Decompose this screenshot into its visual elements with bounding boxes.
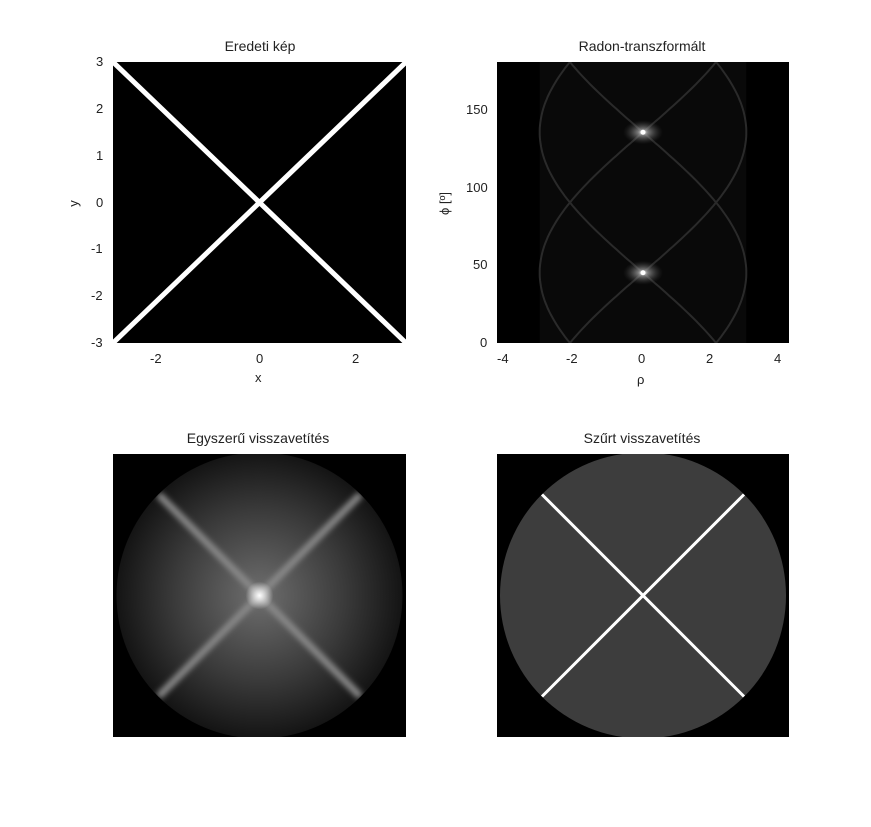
panel1-ytick: -2	[91, 288, 103, 303]
panel4-line-2	[540, 493, 746, 698]
panel3-title: Egyszerű visszavetítés	[186, 430, 330, 446]
panel1-line-2	[113, 62, 406, 343]
panel4-title: Szűrt visszavetítés	[583, 430, 701, 446]
panel2-ylabel: ϕ [º]	[436, 192, 452, 215]
panel2-sinogram-curve-mirror-2	[569, 62, 748, 343]
panel1-image	[113, 62, 406, 343]
panel2-plot-area	[497, 62, 789, 343]
panel2-sinogram-curve-2	[538, 62, 717, 343]
panel2-support	[539, 62, 747, 343]
panel3-center-peak	[245, 581, 274, 610]
panel2-peak-1	[640, 270, 646, 276]
panel2-xtick: 4	[774, 351, 782, 366]
panel3-image	[113, 454, 406, 737]
panel2-title: Radon-transzformált	[578, 38, 706, 54]
panel1-ytick: -3	[91, 335, 103, 350]
panel1-xtick: 2	[352, 351, 360, 366]
panel2-xtick: -4	[497, 351, 509, 366]
panel1-ytick: 0	[96, 195, 104, 210]
panel2-image	[497, 62, 789, 343]
panel2-ytick: 0	[480, 335, 488, 350]
panel1-xlabel: x	[255, 370, 262, 385]
panel2-xtick: 2	[706, 351, 714, 366]
panel2-xlabel: ρ	[637, 372, 645, 387]
panel2-ytick: 100	[466, 180, 488, 195]
panel2-ytick: 150	[466, 102, 488, 117]
panel1-ytick: 2	[96, 101, 104, 116]
panel2-peak-2	[640, 129, 646, 135]
panel4-image	[497, 454, 789, 737]
panel1-ytick: 3	[96, 54, 104, 69]
panel1-title: Eredeti kép	[224, 38, 296, 54]
panel1-xtick: -2	[150, 351, 162, 366]
panel1-xtick: 0	[256, 351, 264, 366]
panel1-ylabel: y	[65, 200, 81, 207]
panel4-plot-area	[497, 454, 789, 737]
panel3-plot-area	[113, 454, 406, 737]
panel1-plot-area	[113, 62, 406, 343]
panel2-xtick: 0	[638, 351, 646, 366]
panel2-ytick: 50	[473, 257, 488, 272]
panel1-ytick: -1	[91, 241, 103, 256]
panel2-xtick: -2	[566, 351, 578, 366]
panel1-ytick: 1	[96, 148, 104, 163]
